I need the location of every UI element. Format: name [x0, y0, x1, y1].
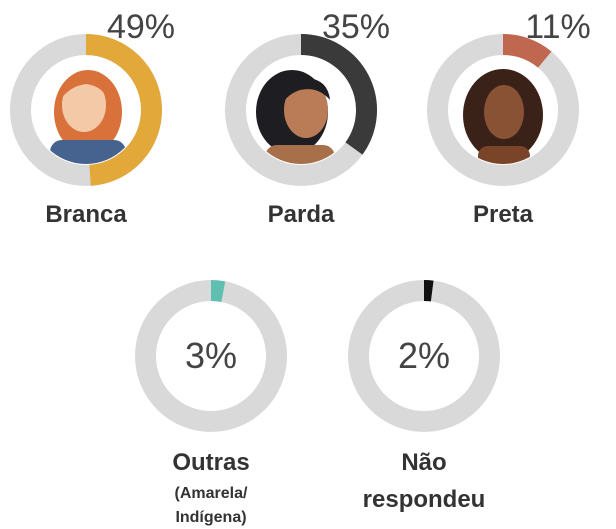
- category-label: Não respondeu: [362, 449, 486, 513]
- category-label: Branca: [45, 201, 127, 228]
- category-label: Outras: [172, 449, 250, 476]
- category-sublabel: (Amarela/ Indígena): [174, 485, 248, 526]
- avatar: [463, 69, 543, 164]
- avatar: [50, 70, 126, 164]
- donut-segment: [85, 34, 162, 186]
- value-label: 49%: [106, 8, 176, 46]
- category-label: Parda: [267, 201, 335, 228]
- donut-segment: [423, 280, 434, 302]
- value-label: 3%: [184, 335, 238, 376]
- category-label: Preta: [472, 201, 534, 228]
- value-label: 35%: [321, 8, 391, 46]
- value-label: 2%: [397, 335, 451, 376]
- donut-segment: [502, 34, 552, 68]
- value-label: 11%: [525, 8, 591, 46]
- donut-segment: [210, 280, 226, 303]
- avatar: [256, 70, 335, 164]
- donut-segment: [300, 34, 377, 155]
